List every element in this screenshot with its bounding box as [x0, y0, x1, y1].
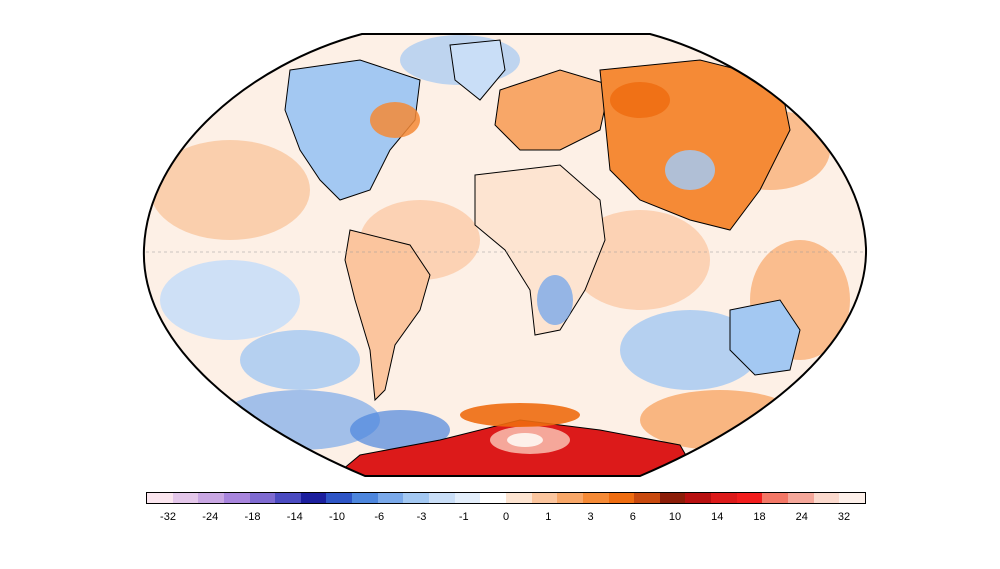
anomaly-patch [665, 150, 715, 190]
colorbar-labels: -32 -24 -18 -14 -10 -6 -3 -1 0 1 3 6 10 14 18 24 32 [146, 511, 866, 527]
colorbar-tick-label: 6 [629, 511, 636, 523]
anomaly-patch [537, 275, 573, 325]
anomaly-patch [350, 410, 450, 450]
anomaly-patch [620, 310, 760, 390]
colorbar-tick-label: -10 [329, 511, 345, 523]
colorbar-swatch [634, 493, 660, 503]
anomaly-peak [507, 433, 543, 447]
anomaly-patch [370, 102, 420, 138]
colorbar-swatch [300, 493, 327, 503]
landmass-north-america [284, 59, 421, 201]
colorbar-tick-label: 14 [711, 511, 724, 523]
colorbar-swatch [505, 493, 532, 503]
colorbar-swatch [557, 493, 583, 503]
colorbar-swatch [147, 493, 173, 503]
colorbar-swatch [685, 493, 712, 503]
colorbar-swatch [249, 493, 276, 503]
colorbar-tick-label: 18 [753, 511, 766, 523]
landmass-greenland [449, 39, 506, 101]
colorbar [146, 492, 866, 504]
colorbar-tick-label: 1 [545, 511, 552, 523]
colorbar-swatch [762, 493, 789, 503]
colorbar-tick-label: 32 [837, 511, 851, 523]
colorbar-swatch [198, 493, 224, 503]
colorbar-swatch [711, 493, 737, 503]
colorbar-swatch [736, 493, 763, 503]
colorbar-tick-label: -3 [416, 511, 427, 523]
colorbar-tick-label: 3 [587, 511, 594, 523]
colorbar-swatch [275, 493, 301, 503]
colorbar-tick-label: 0 [502, 511, 510, 523]
anomaly-patch [160, 260, 300, 340]
landmass-australia [729, 299, 801, 376]
colorbar-swatch [403, 493, 430, 503]
colorbar-swatch [788, 493, 814, 503]
colorbar-swatch [608, 493, 635, 503]
colorbar-swatch [480, 493, 506, 503]
colorbar-swatch [223, 493, 250, 503]
anomaly-patch [240, 330, 360, 390]
anomaly-patch [220, 390, 380, 450]
colorbar-swatch [326, 493, 353, 503]
colorbar-swatch [454, 493, 481, 503]
colorbar-tick-label: 10 [668, 511, 682, 523]
colorbar-tick-label: -32 [160, 511, 176, 523]
colorbar-tick-label: -18 [244, 511, 261, 523]
globe-outline [142, 33, 868, 477]
colorbar-swatch [429, 493, 455, 503]
colorbar-swatch [352, 493, 378, 503]
colorbar-swatch [659, 493, 686, 503]
colorbar-swatch [582, 493, 609, 503]
colorbar-tick-label: -14 [286, 511, 303, 523]
landmass-south-america [344, 229, 431, 402]
anomaly-patch [150, 140, 310, 240]
anomaly-patch [610, 82, 670, 118]
colorbar-swatch [172, 493, 199, 503]
colorbar-swatch [813, 493, 840, 503]
anomaly-patch [460, 403, 580, 427]
colorbar-tick-label: -24 [202, 511, 219, 523]
anomaly-patch [570, 210, 710, 310]
colorbar-swatch [839, 493, 865, 503]
colorbar-tick-label: 24 [795, 511, 808, 523]
colorbar-tick-label: -6 [374, 511, 385, 523]
colorbar-tick-label: -1 [458, 511, 469, 523]
anomaly-field [143, 34, 867, 476]
colorbar-swatch [531, 493, 558, 503]
colorbar-swatch [377, 493, 404, 503]
landmass-europe [494, 69, 611, 151]
temperature-anomaly-map [142, 33, 868, 477]
landmass-africa [474, 164, 606, 336]
